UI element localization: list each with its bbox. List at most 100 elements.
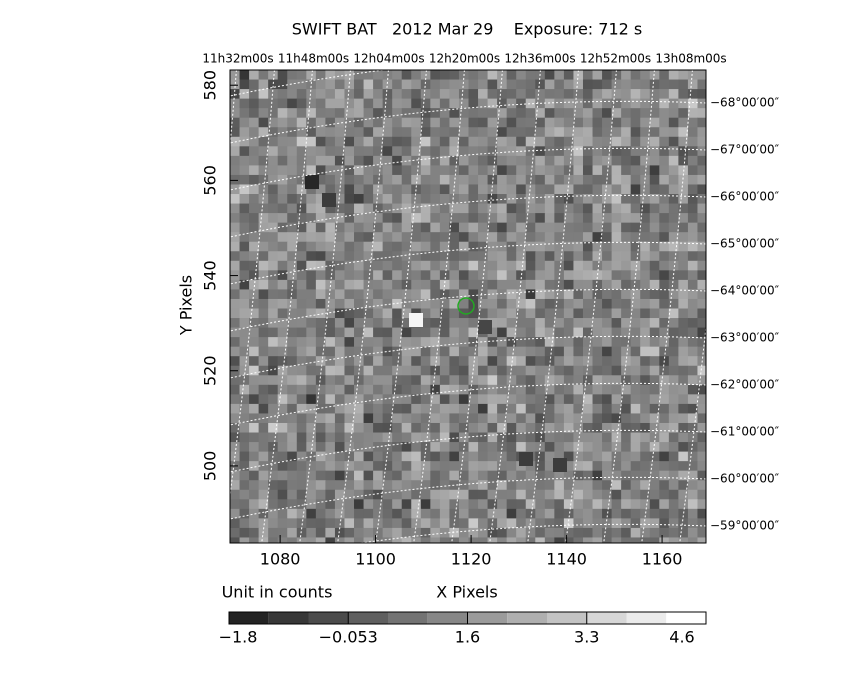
pixel bbox=[687, 489, 698, 500]
pixel bbox=[535, 470, 546, 481]
pixel bbox=[611, 365, 622, 376]
pixel bbox=[497, 413, 508, 424]
pixel bbox=[277, 337, 288, 348]
pixel bbox=[315, 108, 326, 119]
pixel bbox=[411, 394, 422, 405]
pixel bbox=[621, 251, 632, 262]
pixel bbox=[401, 422, 412, 434]
pixel bbox=[401, 251, 412, 262]
pixel bbox=[697, 327, 706, 338]
pixel bbox=[382, 537, 393, 543]
pixel bbox=[306, 442, 317, 453]
pixel bbox=[344, 356, 355, 367]
pixel bbox=[554, 308, 565, 319]
pixel bbox=[525, 318, 536, 329]
pixel bbox=[468, 70, 479, 81]
pixel bbox=[640, 251, 651, 262]
pixel bbox=[249, 270, 260, 281]
pixel bbox=[268, 442, 279, 453]
pixel bbox=[315, 432, 326, 443]
pixel bbox=[678, 127, 689, 138]
pixel bbox=[630, 442, 641, 453]
pixel bbox=[573, 346, 584, 357]
pixel bbox=[287, 70, 298, 81]
pixel bbox=[239, 308, 250, 319]
pixel bbox=[573, 279, 584, 290]
pixel bbox=[315, 117, 326, 128]
pixel bbox=[697, 165, 706, 176]
pixel bbox=[478, 413, 489, 424]
pixel bbox=[373, 127, 384, 138]
pixel bbox=[239, 155, 250, 166]
pixel bbox=[468, 127, 479, 138]
pixel bbox=[544, 451, 555, 462]
pixel bbox=[544, 518, 555, 529]
pixel bbox=[506, 327, 517, 338]
pixel bbox=[668, 527, 679, 538]
pixel bbox=[354, 89, 365, 100]
pixel bbox=[478, 499, 489, 510]
pixel bbox=[287, 327, 298, 338]
pixel bbox=[230, 184, 241, 195]
pixel bbox=[525, 346, 536, 357]
pixel bbox=[640, 432, 651, 443]
pixel bbox=[258, 279, 269, 290]
pixel bbox=[249, 289, 260, 300]
pixel bbox=[535, 298, 546, 309]
pixel bbox=[506, 155, 517, 166]
pixel bbox=[563, 279, 574, 290]
pixel bbox=[649, 442, 660, 453]
pixel bbox=[401, 108, 412, 119]
pixel bbox=[249, 375, 260, 386]
pixel bbox=[544, 108, 555, 119]
pixel bbox=[363, 260, 374, 271]
pixel bbox=[401, 289, 412, 300]
pixel bbox=[516, 260, 527, 271]
pixel bbox=[401, 79, 412, 90]
pixel bbox=[602, 308, 613, 319]
pixel bbox=[268, 518, 279, 529]
pixel bbox=[687, 337, 698, 348]
pixel bbox=[640, 174, 651, 185]
pixel bbox=[230, 260, 241, 271]
pixel bbox=[602, 222, 613, 233]
pixel bbox=[563, 432, 574, 443]
pixel bbox=[363, 451, 374, 462]
pixel bbox=[287, 165, 298, 176]
pixel bbox=[468, 508, 479, 519]
pixel bbox=[687, 442, 698, 453]
x-axis-label: X Pixels bbox=[436, 583, 497, 602]
pixel bbox=[392, 356, 403, 367]
pixel bbox=[478, 403, 489, 414]
pixel bbox=[458, 489, 469, 500]
pixel bbox=[602, 461, 613, 472]
pixel bbox=[439, 98, 450, 109]
pixel bbox=[296, 518, 307, 529]
pixel bbox=[535, 461, 546, 472]
pixel bbox=[287, 260, 298, 271]
pixel bbox=[363, 499, 374, 510]
pixel bbox=[411, 136, 422, 147]
pixel bbox=[258, 518, 269, 529]
pixel bbox=[573, 384, 584, 395]
dec-label: −66°00′00″ bbox=[710, 190, 780, 204]
pixel bbox=[563, 298, 574, 309]
pixel bbox=[478, 451, 489, 462]
pixel bbox=[430, 537, 441, 543]
pixel bbox=[401, 270, 412, 281]
pixel bbox=[268, 508, 279, 519]
dec-label: −67°00′00″ bbox=[710, 143, 780, 157]
pixel bbox=[363, 384, 374, 395]
pixel bbox=[334, 127, 345, 138]
pixel bbox=[268, 155, 279, 166]
pixel bbox=[468, 279, 479, 290]
pixel bbox=[563, 508, 574, 519]
pixel bbox=[478, 375, 489, 386]
pixel bbox=[306, 308, 317, 319]
pixel bbox=[315, 279, 326, 290]
pixel bbox=[611, 394, 622, 405]
pixel bbox=[373, 298, 384, 309]
pixel bbox=[535, 422, 546, 434]
y-tick-label: 520 bbox=[201, 355, 220, 386]
pixel bbox=[277, 489, 288, 500]
